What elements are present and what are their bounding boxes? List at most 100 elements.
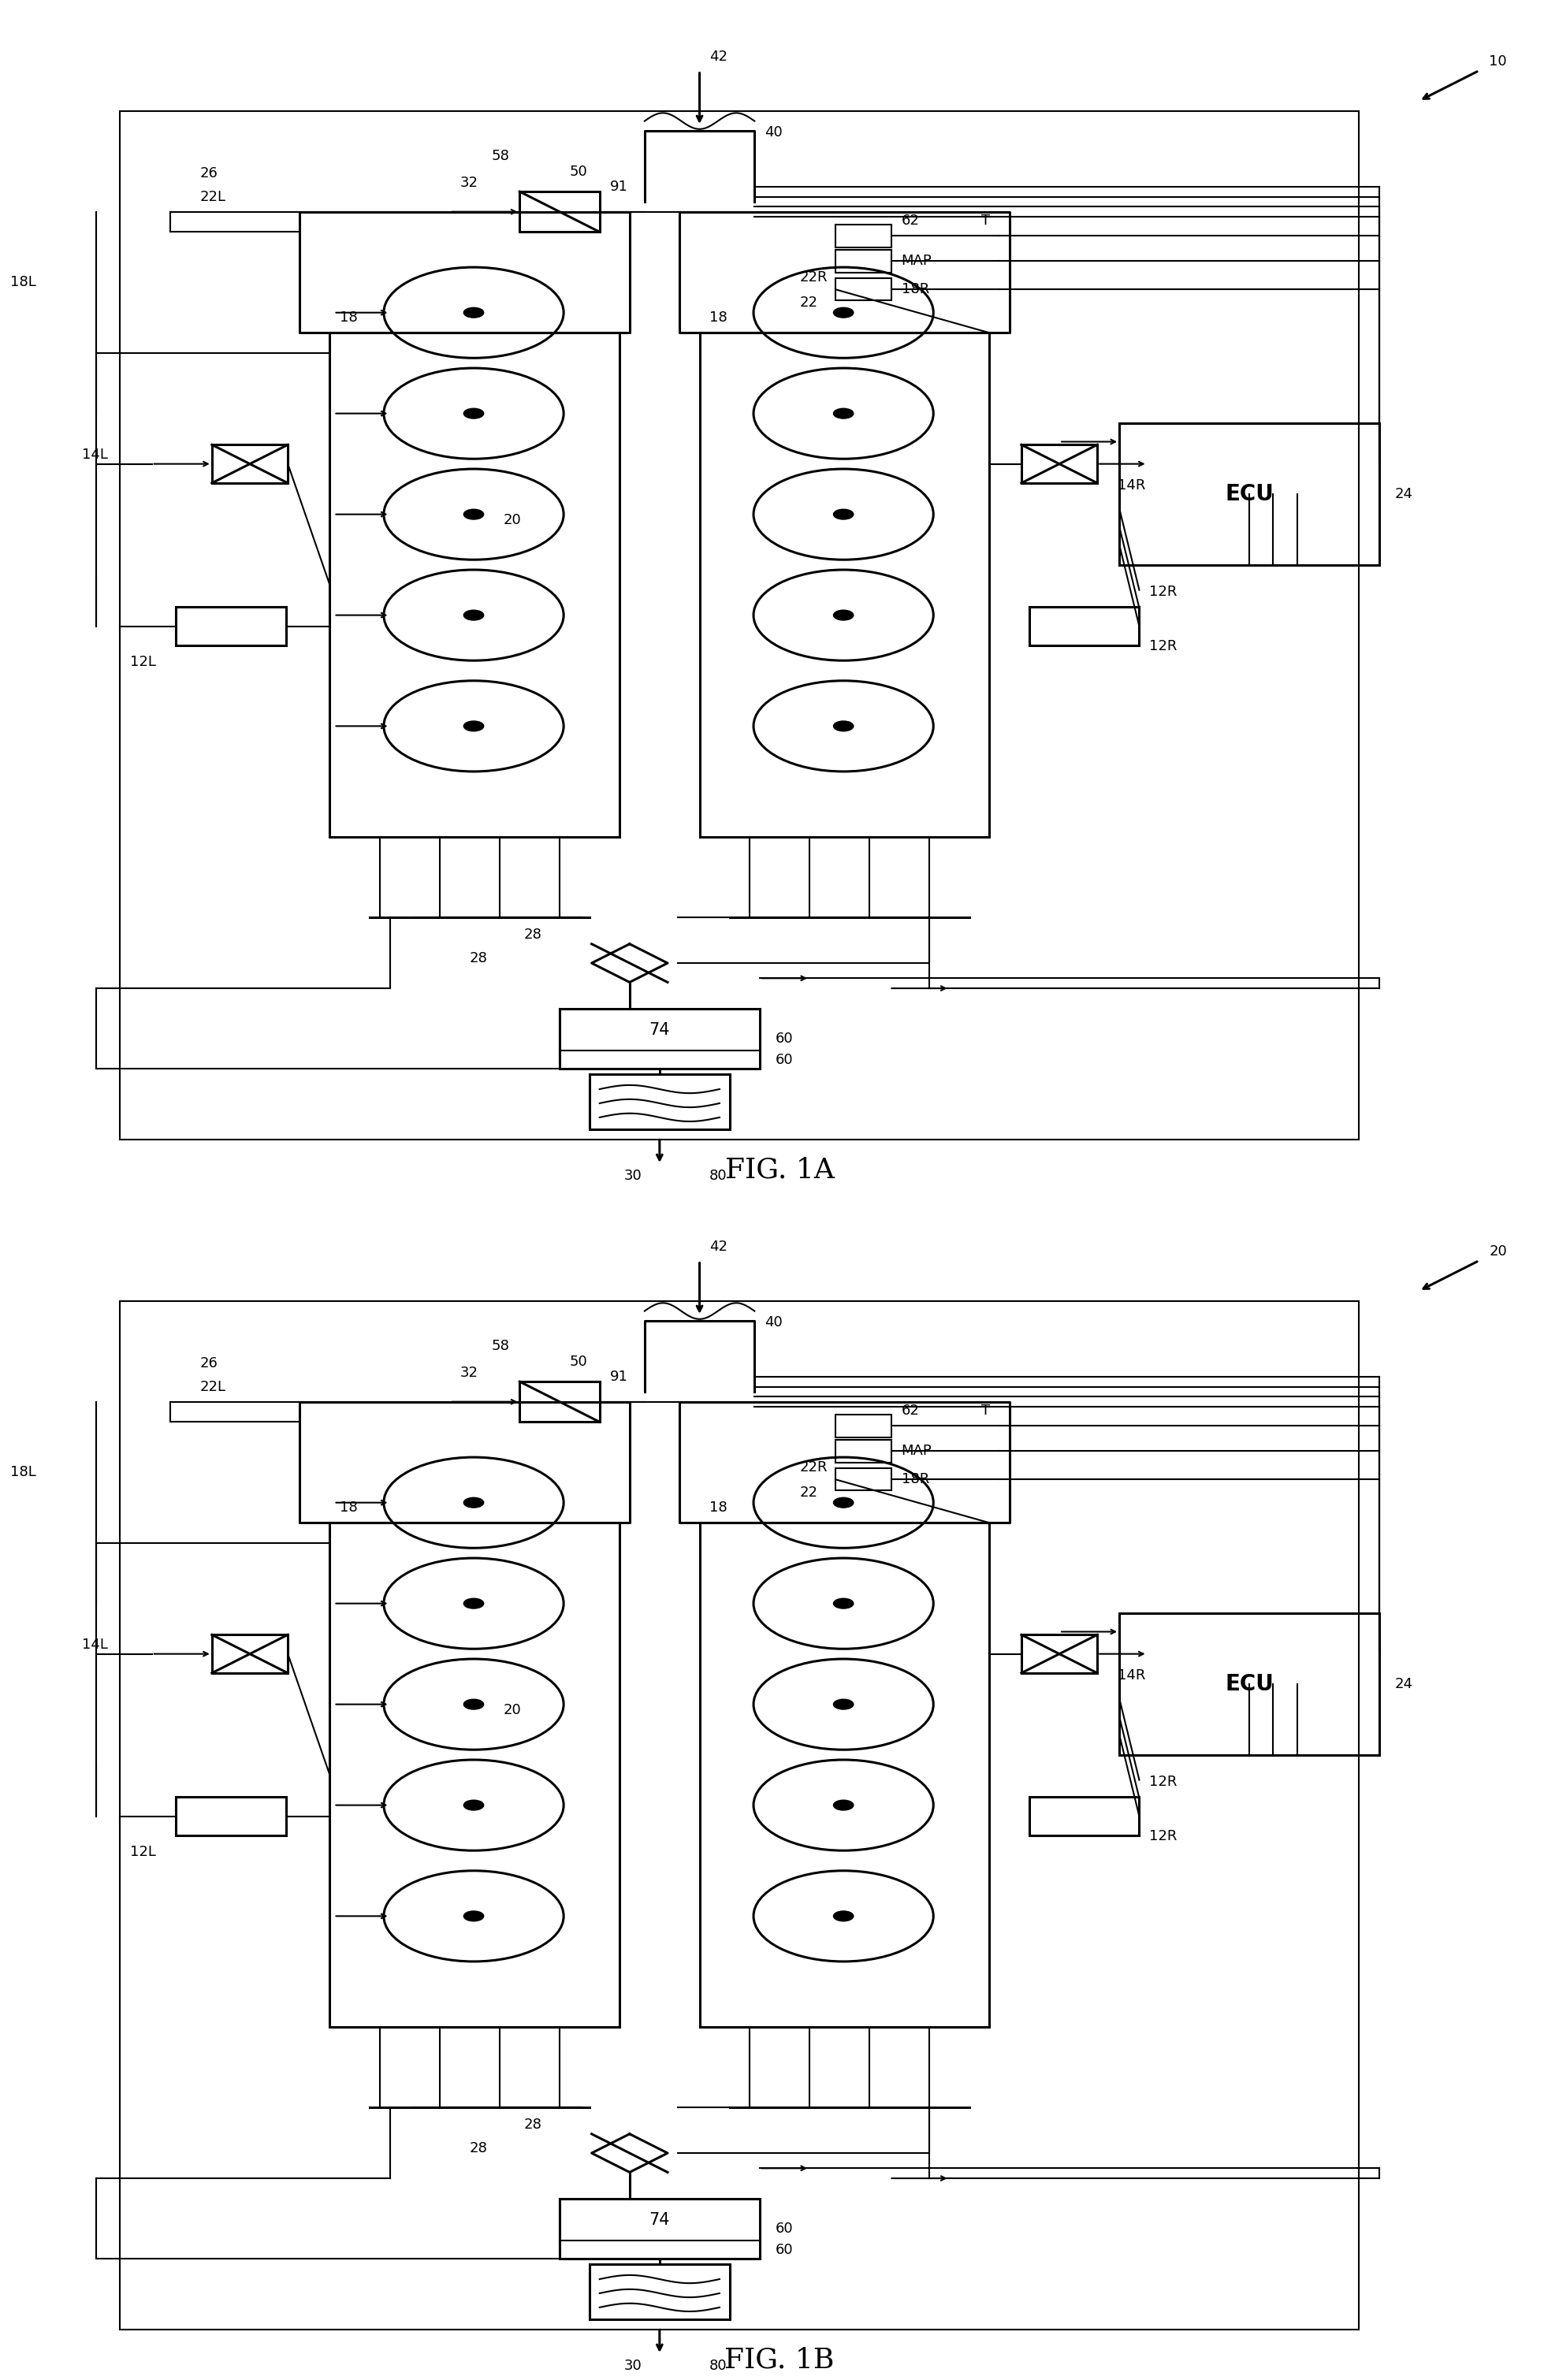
- Bar: [1029, 607, 1140, 645]
- Text: 42: 42: [709, 50, 728, 64]
- Text: 10: 10: [1489, 55, 1508, 69]
- Bar: [836, 278, 892, 300]
- Text: T: T: [981, 214, 990, 228]
- Text: 32: 32: [460, 176, 477, 190]
- Bar: [120, 1302, 1359, 2330]
- Circle shape: [834, 409, 853, 419]
- Text: 60: 60: [775, 2221, 794, 2235]
- Text: 18L: 18L: [9, 276, 36, 290]
- Text: 18: 18: [709, 309, 728, 324]
- Text: 74: 74: [649, 2211, 670, 2228]
- Text: 40: 40: [764, 126, 783, 140]
- Bar: [836, 1414, 892, 1438]
- Text: 62: 62: [901, 1404, 920, 1418]
- Circle shape: [463, 721, 483, 731]
- Text: 20: 20: [504, 514, 522, 528]
- Text: 12R: 12R: [1149, 640, 1177, 654]
- Text: 14L: 14L: [83, 447, 108, 462]
- Circle shape: [463, 1699, 483, 1709]
- Bar: [1119, 424, 1380, 564]
- Bar: [680, 212, 1009, 333]
- Text: 28: 28: [469, 2142, 488, 2156]
- Text: 12R: 12R: [1149, 1830, 1177, 1844]
- Bar: [836, 224, 892, 248]
- Bar: [1119, 1614, 1380, 1754]
- Text: 30: 30: [624, 1169, 642, 1183]
- Bar: [331, 333, 619, 838]
- Circle shape: [834, 1699, 853, 1709]
- Text: MAP: MAP: [901, 255, 932, 269]
- Text: 42: 42: [709, 1240, 728, 1254]
- Circle shape: [834, 1911, 853, 1921]
- Text: 50: 50: [569, 1354, 588, 1368]
- Text: 22L: 22L: [200, 190, 226, 205]
- Text: 60: 60: [775, 2242, 794, 2256]
- Bar: [176, 607, 285, 645]
- Bar: [331, 1523, 619, 2028]
- Text: 80: 80: [709, 1169, 728, 1183]
- Bar: [519, 1383, 600, 1421]
- Circle shape: [463, 307, 483, 317]
- Text: 91: 91: [610, 1368, 628, 1383]
- Text: 18R: 18R: [901, 1473, 929, 1488]
- Bar: [299, 1402, 630, 1523]
- Text: 12R: 12R: [1149, 1775, 1177, 1790]
- Text: 20: 20: [504, 1704, 522, 1718]
- Circle shape: [463, 1599, 483, 1609]
- Circle shape: [834, 307, 853, 317]
- Bar: [1029, 1797, 1140, 1835]
- Text: 12L: 12L: [129, 655, 156, 669]
- Text: 14R: 14R: [1118, 1668, 1146, 1683]
- Bar: [560, 1009, 759, 1069]
- Bar: [212, 1635, 288, 1673]
- Bar: [700, 1523, 990, 2028]
- Text: ECU: ECU: [1225, 483, 1274, 505]
- Circle shape: [834, 1599, 853, 1609]
- Text: 18R: 18R: [901, 283, 929, 298]
- Bar: [212, 445, 288, 483]
- Text: MAP: MAP: [901, 1445, 932, 1459]
- Text: 18: 18: [340, 1499, 357, 1514]
- Text: 74: 74: [649, 1021, 670, 1038]
- Bar: [836, 1440, 892, 1461]
- Text: 22R: 22R: [800, 1461, 828, 1476]
- Text: 60: 60: [775, 1031, 794, 1045]
- Text: 22: 22: [800, 1485, 817, 1499]
- Text: 18L: 18L: [9, 1466, 36, 1480]
- Text: 12R: 12R: [1149, 585, 1177, 600]
- Bar: [680, 1402, 1009, 1523]
- Text: 26: 26: [200, 1357, 218, 1371]
- Text: 12L: 12L: [129, 1844, 156, 1859]
- Text: 62: 62: [901, 214, 920, 228]
- Text: 91: 91: [610, 178, 628, 193]
- Bar: [176, 1797, 285, 1835]
- Text: ECU: ECU: [1225, 1673, 1274, 1695]
- Text: 32: 32: [460, 1366, 477, 1380]
- Text: 28: 28: [524, 928, 541, 942]
- Bar: [836, 250, 892, 271]
- Circle shape: [463, 409, 483, 419]
- Text: FIG. 1A: FIG. 1A: [725, 1157, 834, 1183]
- Text: 58: 58: [491, 150, 510, 164]
- Text: 24: 24: [1395, 488, 1412, 502]
- Text: 22: 22: [800, 295, 817, 309]
- Circle shape: [463, 1799, 483, 1811]
- Text: 60: 60: [775, 1052, 794, 1066]
- Bar: [560, 2199, 759, 2259]
- Text: FIG. 1B: FIG. 1B: [725, 2347, 834, 2373]
- Text: 58: 58: [491, 1340, 510, 1354]
- Circle shape: [834, 1497, 853, 1507]
- Text: 20: 20: [1489, 1245, 1508, 1259]
- Text: 80: 80: [709, 2359, 728, 2373]
- Text: 40: 40: [764, 1316, 783, 1330]
- Text: 28: 28: [469, 952, 488, 966]
- Text: 18: 18: [340, 309, 357, 324]
- Circle shape: [463, 609, 483, 621]
- Text: 14R: 14R: [1118, 478, 1146, 493]
- Circle shape: [834, 721, 853, 731]
- Bar: [120, 112, 1359, 1140]
- Text: 50: 50: [569, 164, 588, 178]
- Bar: [1021, 445, 1098, 483]
- Bar: [519, 193, 600, 231]
- Text: 28: 28: [524, 2118, 541, 2132]
